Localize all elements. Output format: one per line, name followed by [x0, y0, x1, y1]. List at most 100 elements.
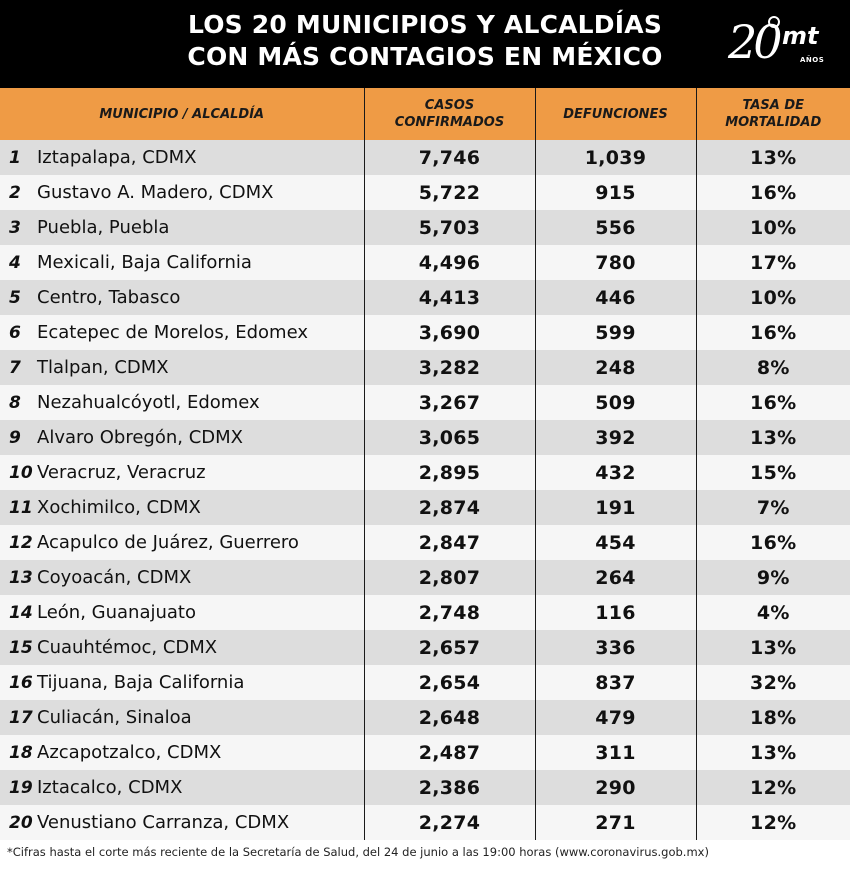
- cell-defunciones: 479: [534, 700, 696, 735]
- municipio-name: Centro, Tabasco: [37, 287, 181, 308]
- column-header-text: DEFUNCIONES: [563, 106, 668, 122]
- cell-defunciones: 1,039: [534, 140, 696, 175]
- table-row: 3 Puebla, Puebla 5,703 556 10%: [0, 210, 850, 245]
- municipio-name: Ecatepec de Morelos, Edomex: [37, 322, 308, 343]
- cell-municipio: 5 Centro, Tabasco: [0, 280, 364, 315]
- table-row: 13 Coyoacán, CDMX 2,807 264 9%: [0, 560, 850, 595]
- row-rank: 5: [9, 288, 21, 308]
- cell-defunciones: 191: [534, 490, 696, 525]
- cell-defunciones: 116: [534, 595, 696, 630]
- row-rank: 7: [9, 358, 21, 378]
- cell-casos: 7,746: [363, 140, 535, 175]
- cell-municipio: 10 Veracruz, Veracruz: [0, 455, 364, 490]
- municipio-name: Acapulco de Juárez, Guerrero: [37, 532, 299, 553]
- cell-tasa: 10%: [695, 280, 850, 315]
- cell-casos: 4,413: [363, 280, 535, 315]
- cell-defunciones: 780: [534, 245, 696, 280]
- cell-municipio: 4 Mexicali, Baja California: [0, 245, 364, 280]
- cell-defunciones: 837: [534, 665, 696, 700]
- cell-municipio: 1 Iztapalapa, CDMX: [0, 140, 364, 175]
- cell-casos: 2,807: [363, 560, 535, 595]
- municipio-name: Mexicali, Baja California: [37, 252, 252, 273]
- cell-municipio: 2 Gustavo A. Madero, CDMX: [0, 175, 364, 210]
- cell-casos: 2,648: [363, 700, 535, 735]
- municipio-name: Gustavo A. Madero, CDMX: [37, 182, 274, 203]
- row-rank: 4: [9, 253, 21, 273]
- cell-defunciones: 556: [534, 210, 696, 245]
- row-rank: 12: [9, 533, 33, 553]
- cell-tasa: 16%: [695, 175, 850, 210]
- table-row: 11 Xochimilco, CDMX 2,874 191 7%: [0, 490, 850, 525]
- row-rank: 17: [9, 708, 33, 728]
- cell-casos: 5,703: [363, 210, 535, 245]
- cell-tasa: 15%: [695, 455, 850, 490]
- column-header-text: TASA DE: [742, 98, 805, 113]
- page-title: LOS 20 MUNICIPIOS Y ALCALDÍAS CON MÁS CO…: [0, 9, 850, 73]
- row-rank: 1: [9, 148, 21, 168]
- municipio-name: Alvaro Obregón, CDMX: [37, 427, 243, 448]
- cell-defunciones: 454: [534, 525, 696, 560]
- municipio-name: Veracruz, Veracruz: [37, 462, 206, 483]
- cell-tasa: 16%: [695, 385, 850, 420]
- row-rank: 6: [9, 323, 21, 343]
- cell-defunciones: 432: [534, 455, 696, 490]
- municipio-name: Tlalpan, CDMX: [37, 357, 169, 378]
- cell-defunciones: 290: [534, 770, 696, 805]
- column-header-tasa: TASA DE MORTALIDAD: [695, 88, 850, 140]
- cell-casos: 3,267: [363, 385, 535, 420]
- cell-tasa: 9%: [695, 560, 850, 595]
- municipio-name: Azcapotzalco, CDMX: [37, 742, 222, 763]
- column-header-defunciones: DEFUNCIONES: [534, 88, 696, 140]
- table-row: 5 Centro, Tabasco 4,413 446 10%: [0, 280, 850, 315]
- cell-casos: 2,274: [363, 805, 535, 840]
- table-row: 2 Gustavo A. Madero, CDMX 5,722 915 16%: [0, 175, 850, 210]
- cell-tasa: 4%: [695, 595, 850, 630]
- cell-casos: 2,386: [363, 770, 535, 805]
- logo-brand: mt: [782, 22, 819, 50]
- municipio-name: Cuauhtémoc, CDMX: [37, 637, 218, 658]
- cell-tasa: 32%: [695, 665, 850, 700]
- cell-defunciones: 599: [534, 315, 696, 350]
- row-rank: 19: [9, 778, 33, 798]
- table-header: MUNICIPIO / ALCALDÍA CASOS CONFIRMADOS D…: [0, 88, 850, 140]
- column-header-text: MORTALIDAD: [725, 115, 822, 130]
- cell-casos: 2,874: [363, 490, 535, 525]
- municipio-name: Iztacalco, CDMX: [37, 777, 183, 798]
- column-header-text: CASOS: [424, 98, 475, 113]
- cell-tasa: 16%: [695, 315, 850, 350]
- table-row: 14 León, Guanajuato 2,748 116 4%: [0, 595, 850, 630]
- table-row: 4 Mexicali, Baja California 4,496 780 17%: [0, 245, 850, 280]
- row-rank: 3: [9, 218, 21, 238]
- cell-municipio: 18 Azcapotzalco, CDMX: [0, 735, 364, 770]
- cell-municipio: 8 Nezahualcóyotl, Edomex: [0, 385, 364, 420]
- cell-casos: 2,657: [363, 630, 535, 665]
- cell-tasa: 13%: [695, 735, 850, 770]
- table-row: 8 Nezahualcóyotl, Edomex 3,267 509 16%: [0, 385, 850, 420]
- municipio-name: Culiacán, Sinaloa: [37, 707, 192, 728]
- cell-municipio: 7 Tlalpan, CDMX: [0, 350, 364, 385]
- title-line-1: LOS 20 MUNICIPIOS Y ALCALDÍAS: [187, 10, 663, 39]
- cell-municipio: 20 Venustiano Carranza, CDMX: [0, 805, 364, 840]
- table-row: 9 Alvaro Obregón, CDMX 3,065 392 13%: [0, 420, 850, 455]
- cell-casos: 3,065: [363, 420, 535, 455]
- municipio-name: Puebla, Puebla: [37, 217, 170, 238]
- row-rank: 13: [9, 568, 33, 588]
- cell-casos: 3,282: [363, 350, 535, 385]
- cell-defunciones: 271: [534, 805, 696, 840]
- logo-stopwatch-icon: [768, 16, 780, 28]
- cell-municipio: 3 Puebla, Puebla: [0, 210, 364, 245]
- table-row: 12 Acapulco de Juárez, Guerrero 2,847 454 16…: [0, 525, 850, 560]
- cell-defunciones: 248: [534, 350, 696, 385]
- cell-tasa: 16%: [695, 525, 850, 560]
- cell-defunciones: 446: [534, 280, 696, 315]
- row-rank: 11: [9, 498, 33, 518]
- table-row: 18 Azcapotzalco, CDMX 2,487 311 13%: [0, 735, 850, 770]
- cell-casos: 2,847: [363, 525, 535, 560]
- cell-defunciones: 509: [534, 385, 696, 420]
- column-header-casos: CASOS CONFIRMADOS: [363, 88, 535, 140]
- cell-tasa: 8%: [695, 350, 850, 385]
- anniversary-logo: 20 mt AÑOS: [728, 14, 824, 74]
- cell-municipio: 19 Iztacalco, CDMX: [0, 770, 364, 805]
- table-row: 1 Iztapalapa, CDMX 7,746 1,039 13%: [0, 140, 850, 175]
- row-rank: 8: [9, 393, 21, 413]
